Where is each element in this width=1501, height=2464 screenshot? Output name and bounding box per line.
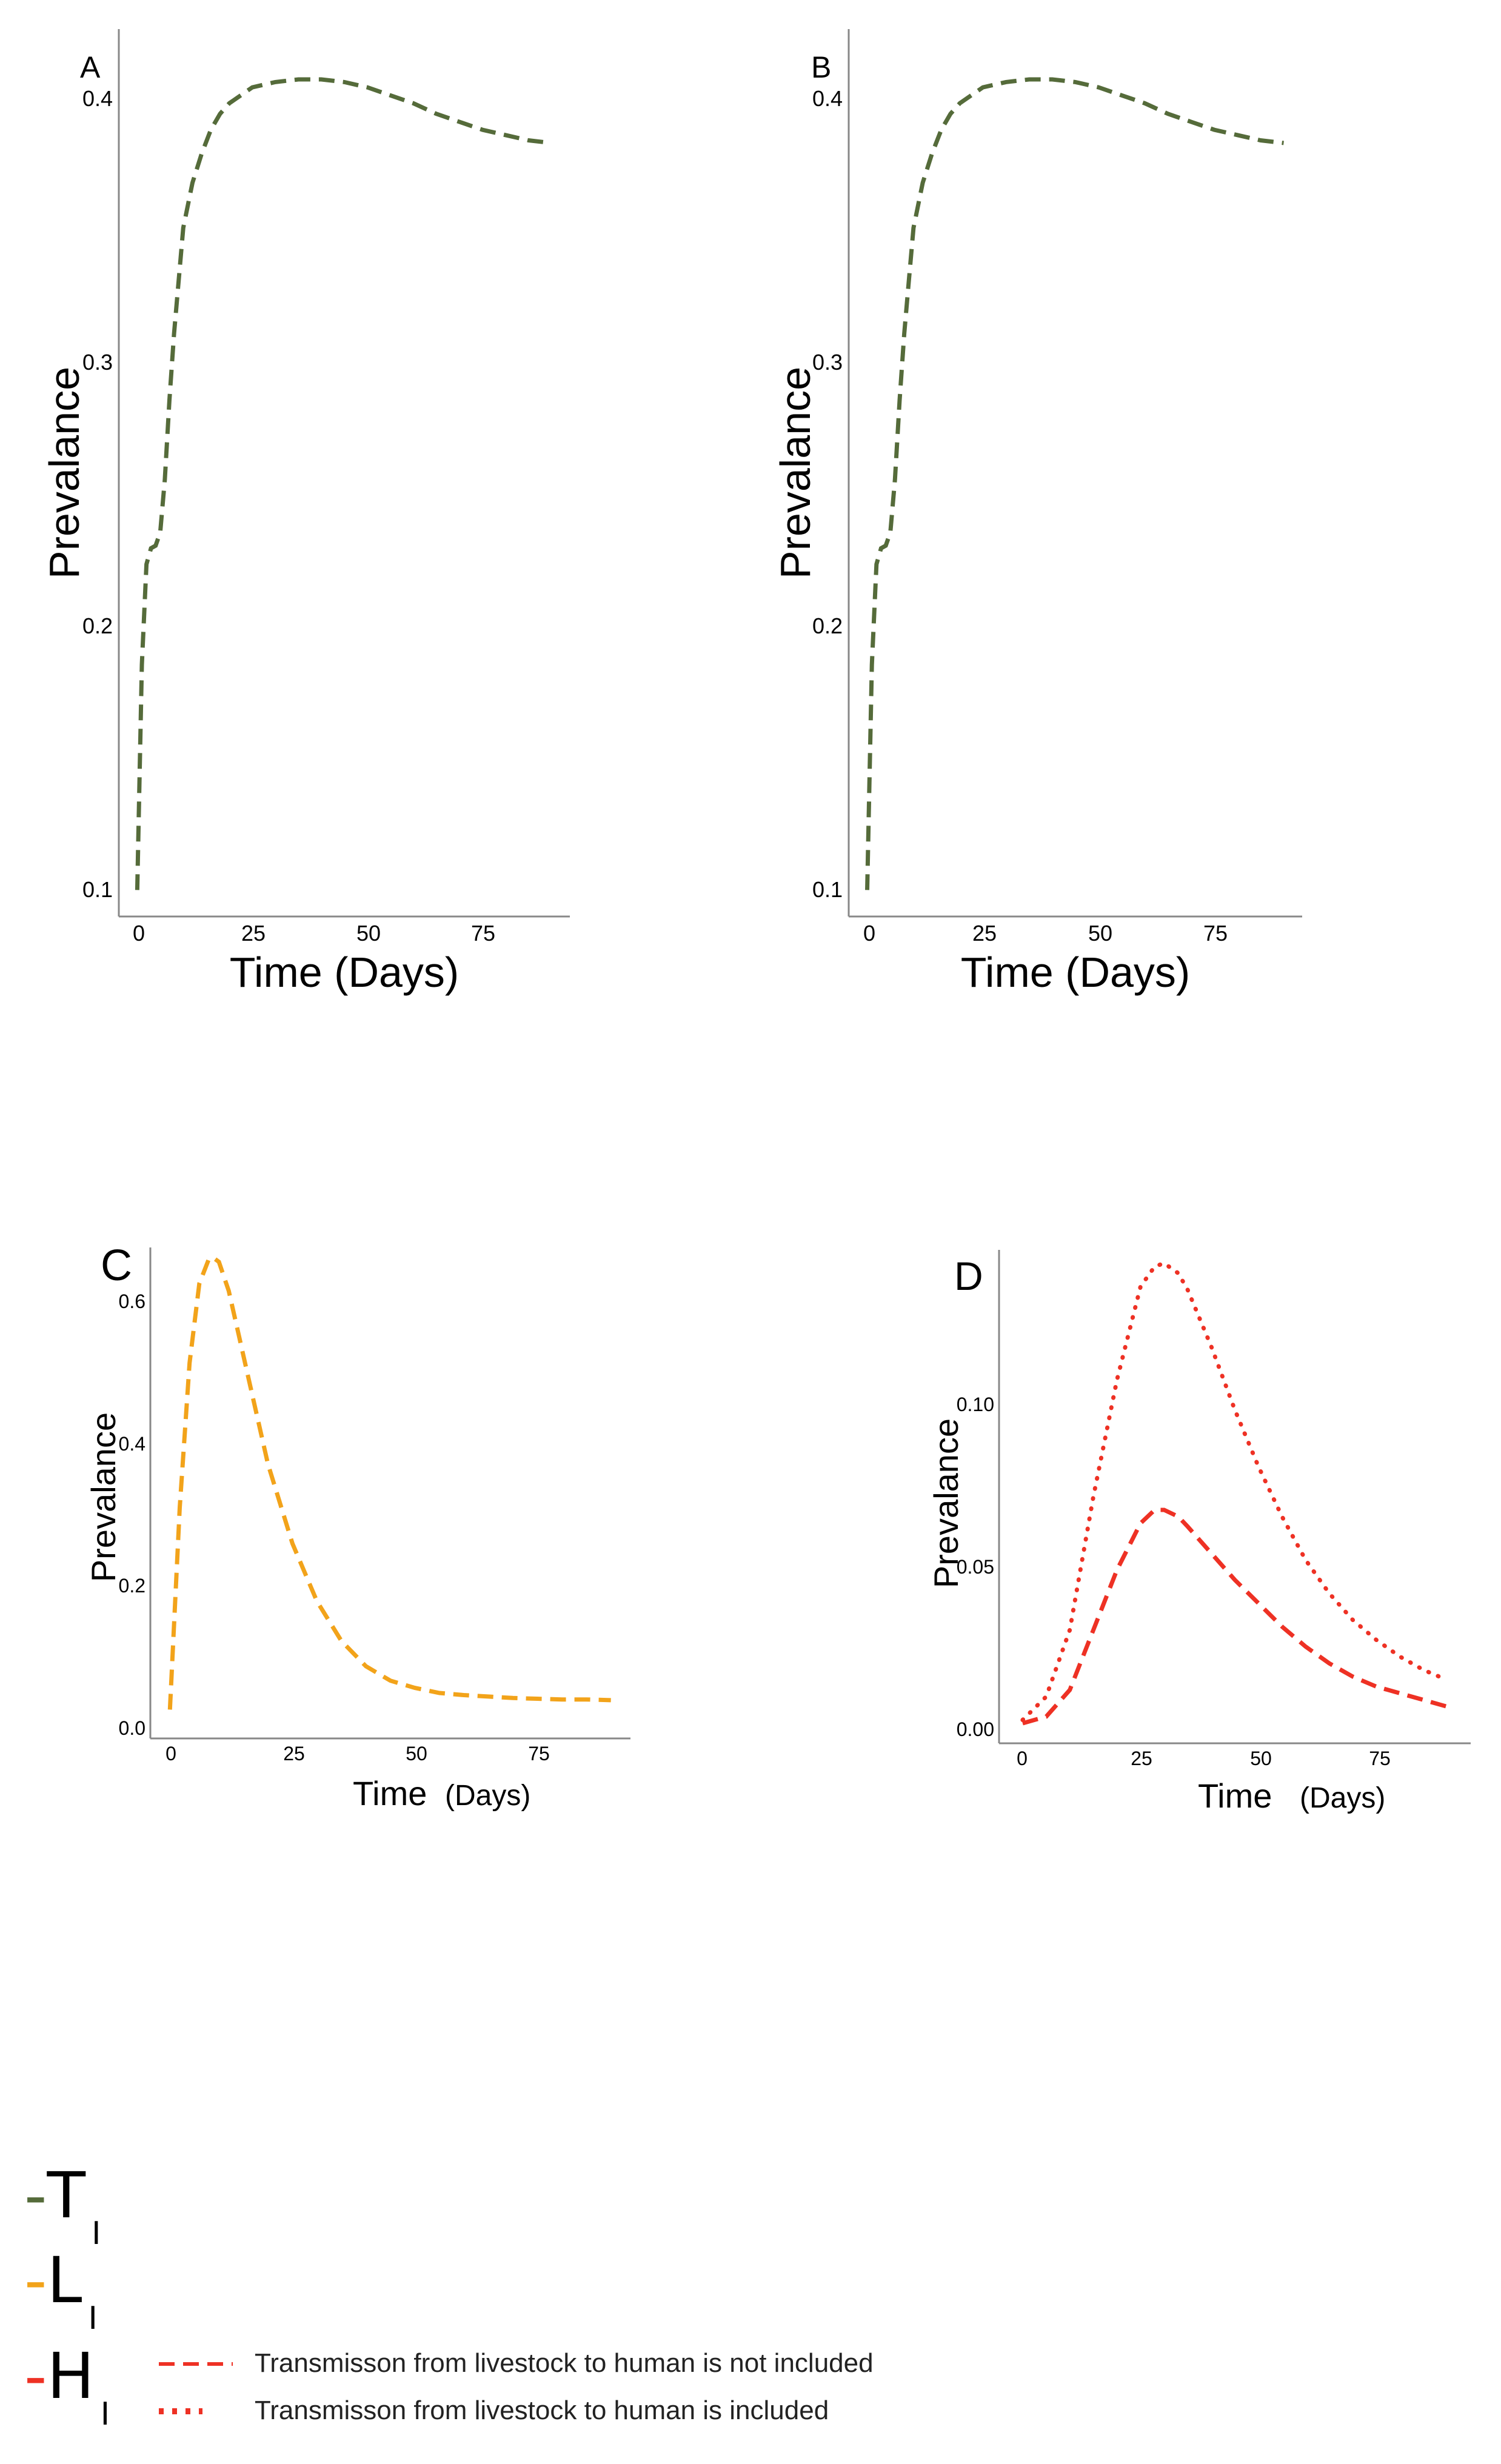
panel-b-yticks: 0.1 0.2 0.3 0.4 bbox=[812, 86, 843, 902]
panel-a-x-axis-title: Time (Days) bbox=[230, 949, 460, 996]
legend-h: - H I bbox=[24, 2339, 110, 2432]
panel-d-xtick: 75 bbox=[1369, 1748, 1391, 1769]
panel-d-x-axis-unit: (Days) bbox=[1300, 1782, 1385, 1814]
panel-d-series-not-included-line bbox=[1021, 1507, 1448, 1726]
panel-a-xticks: 0 25 50 75 bbox=[133, 921, 495, 946]
panel-a: A 0.1 0.2 0.3 0.4 0 25 50 75 Time (Days)… bbox=[41, 29, 570, 996]
panel-c-ytick: 0.0 bbox=[119, 1717, 145, 1739]
panel-c-xtick: 75 bbox=[528, 1743, 550, 1765]
panel-a-ytick: 0.3 bbox=[82, 350, 113, 375]
panel-c-xticks: 0 25 50 75 bbox=[165, 1743, 550, 1765]
panel-d-xtick: 25 bbox=[1131, 1748, 1152, 1769]
panel-c-xtick: 25 bbox=[283, 1743, 305, 1765]
legend-t: - T I bbox=[24, 2159, 101, 2252]
key-dotted: Transmisson from livestock to human is i… bbox=[152, 2396, 829, 2426]
panel-c-yticks: 0.0 0.2 0.4 0.6 bbox=[119, 1290, 145, 1739]
panel-b-xtick: 25 bbox=[972, 921, 997, 946]
panel-a-ytick: 0.4 bbox=[82, 86, 113, 111]
legend-l: - L I bbox=[24, 2243, 98, 2337]
panel-b-ytick: 0.4 bbox=[812, 86, 843, 111]
panel-b: B 0.1 0.2 0.3 0.4 0 25 50 75 Time (Days)… bbox=[772, 29, 1302, 996]
panel-c: C 0.0 0.2 0.4 0.6 0 25 50 75 Time (Days)… bbox=[84, 1241, 630, 1812]
legend-h-symbol: H bbox=[47, 2339, 95, 2413]
key-dashed: Transmisson from livestock to human is n… bbox=[152, 2348, 874, 2379]
key-dashed-label: Transmisson from livestock to human is n… bbox=[255, 2348, 874, 2378]
panel-a-y-axis-title: Prevalance bbox=[41, 367, 88, 579]
panel-b-xtick: 50 bbox=[1088, 921, 1112, 946]
panel-a-yticks: 0.1 0.2 0.3 0.4 bbox=[82, 86, 113, 902]
panel-c-xtick: 50 bbox=[406, 1743, 427, 1765]
panel-b-x-axis-title: Time (Days) bbox=[961, 949, 1191, 996]
panel-c-ytick: 0.4 bbox=[119, 1433, 145, 1455]
panel-c-x-axis-unit: (Days) bbox=[445, 1780, 530, 1812]
panel-d-xticks: 0 25 50 75 bbox=[1017, 1748, 1391, 1769]
legend-t-subscript: I bbox=[92, 2215, 101, 2252]
panel-d-ytick: 0.00 bbox=[957, 1718, 994, 1740]
panel-d-label: D bbox=[954, 1254, 983, 1298]
legend-h-subscript: I bbox=[100, 2396, 110, 2432]
legend-h-swatch: - bbox=[24, 2339, 47, 2413]
panel-c-x-axis-title: Time bbox=[353, 1774, 427, 1812]
legend-l-symbol: L bbox=[47, 2243, 82, 2317]
panel-d-ytick: 0.10 bbox=[957, 1394, 994, 1415]
panel-a-xtick: 75 bbox=[471, 921, 495, 946]
legend-t-symbol: T bbox=[47, 2159, 86, 2232]
panel-b-series-t-line bbox=[865, 77, 1284, 890]
panel-a-series-t-line bbox=[135, 77, 552, 890]
panel-b-ytick: 0.2 bbox=[812, 613, 843, 638]
legend-t-swatch: - bbox=[24, 2159, 47, 2232]
panel-d-xtick: 0 bbox=[1017, 1748, 1028, 1769]
key-dotted-label: Transmisson from livestock to human is i… bbox=[255, 2396, 829, 2425]
panel-d-ytick: 0.05 bbox=[957, 1556, 994, 1578]
panel-b-y-axis-title: Prevalance bbox=[772, 367, 819, 579]
panel-c-series-l-line bbox=[167, 1256, 611, 1710]
panel-b-label: B bbox=[811, 50, 831, 84]
legend-l-swatch: - bbox=[24, 2243, 47, 2317]
panel-a-ytick: 0.2 bbox=[82, 613, 113, 638]
panel-b-ytick: 0.3 bbox=[812, 350, 843, 375]
panel-a-xtick: 50 bbox=[356, 921, 381, 946]
panel-c-xtick: 0 bbox=[165, 1743, 176, 1765]
panel-b-xticks: 0 25 50 75 bbox=[863, 921, 1228, 946]
panel-c-label: C bbox=[101, 1241, 132, 1290]
panel-a-xtick: 0 bbox=[133, 921, 145, 946]
panel-d-x-axis-title: Time bbox=[1198, 1777, 1272, 1815]
panel-d-series-included-line bbox=[1020, 1261, 1449, 1722]
legend-l-subscript: I bbox=[88, 2300, 98, 2337]
panel-d-yticks: 0.00 0.05 0.10 bbox=[957, 1394, 994, 1740]
panel-b-ytick: 0.1 bbox=[812, 877, 843, 902]
panel-d-y-axis-title: Prevalance bbox=[927, 1418, 965, 1588]
panel-a-xtick: 25 bbox=[241, 921, 266, 946]
panel-a-label: A bbox=[80, 50, 101, 84]
panel-c-y-axis-title: Prevalance bbox=[84, 1412, 122, 1582]
panel-d: D 0.00 0.05 0.10 0 25 50 75 Time (Days) … bbox=[927, 1250, 1471, 1815]
panel-b-xtick: 75 bbox=[1203, 921, 1228, 946]
panel-c-ytick: 0.6 bbox=[119, 1290, 145, 1312]
panel-d-xtick: 50 bbox=[1250, 1748, 1272, 1769]
panel-c-ytick: 0.2 bbox=[119, 1575, 145, 1597]
panel-b-xtick: 0 bbox=[863, 921, 875, 946]
panel-a-ytick: 0.1 bbox=[82, 877, 113, 902]
